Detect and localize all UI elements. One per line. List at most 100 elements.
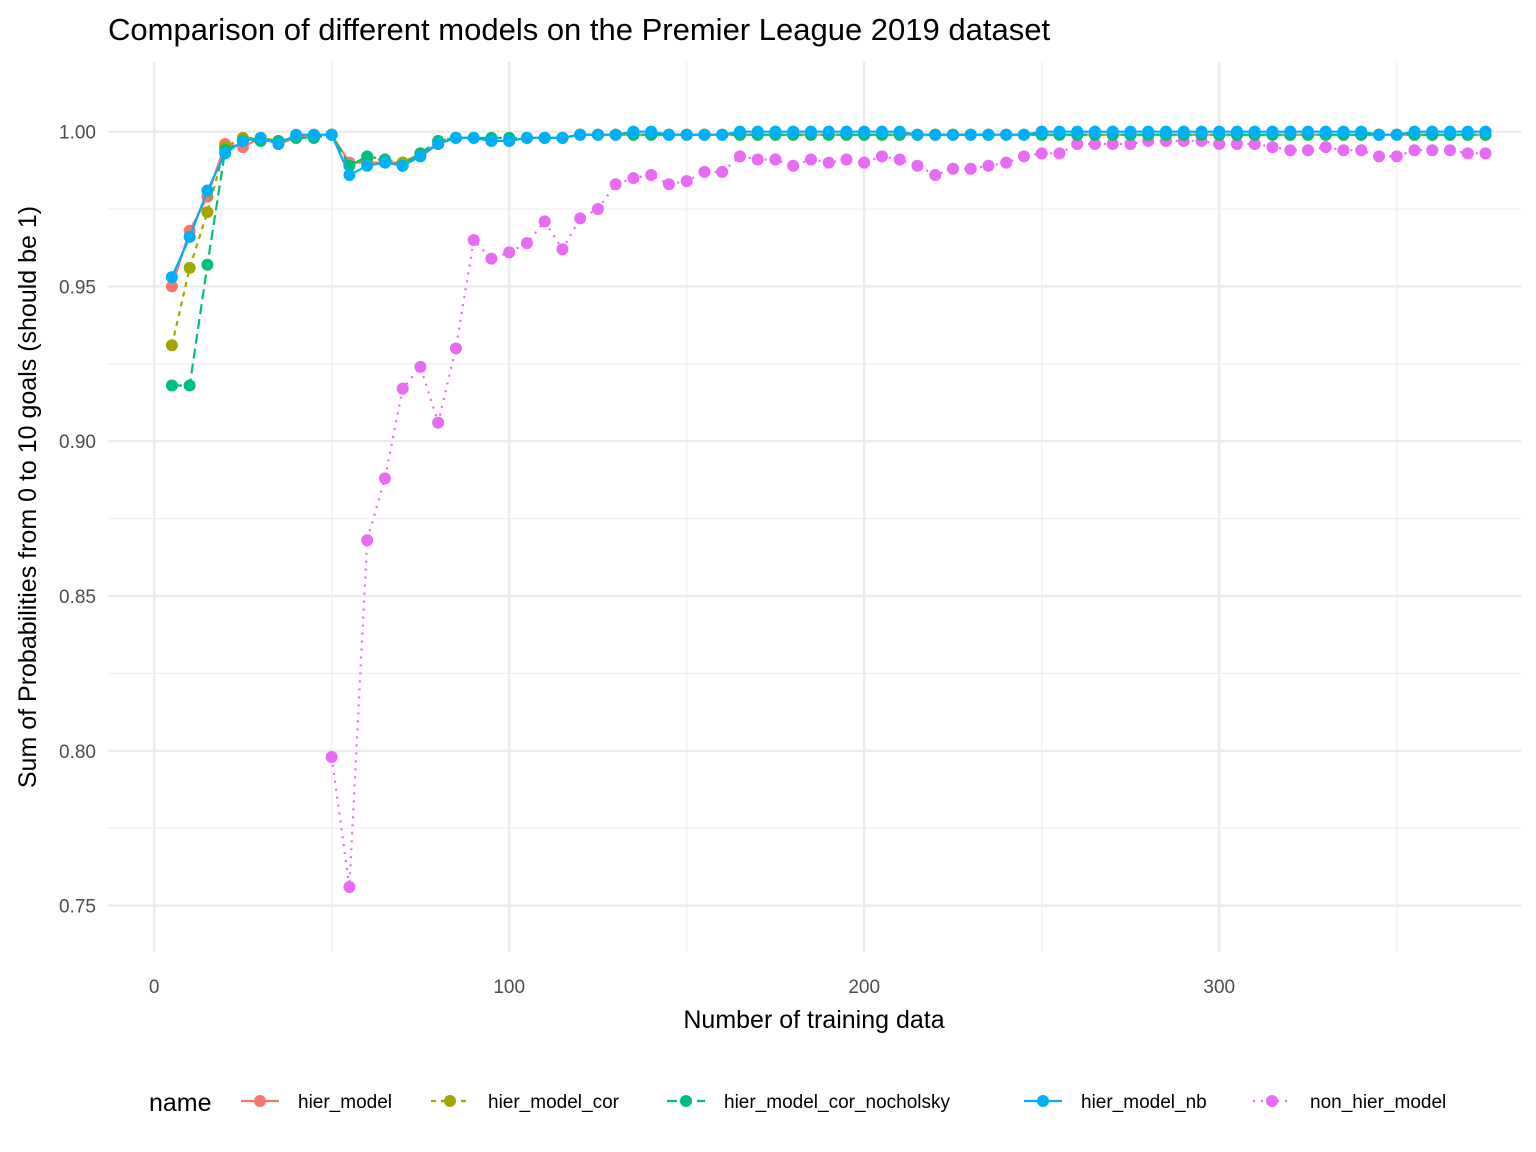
data-point bbox=[662, 128, 675, 141]
data-point bbox=[1248, 125, 1261, 138]
data-point bbox=[449, 342, 462, 355]
legend-key-point bbox=[1266, 1095, 1278, 1107]
data-point bbox=[1106, 138, 1119, 151]
data-point bbox=[1266, 125, 1279, 138]
legend-label: hier_model_cor_nocholsky bbox=[724, 1092, 951, 1113]
legend-item-hier_model: hier_model bbox=[241, 1092, 392, 1113]
data-point bbox=[1479, 147, 1492, 160]
data-point bbox=[1142, 125, 1155, 138]
data-point bbox=[538, 215, 551, 228]
tick-layer: 0 100 200 300 0.75 0.80 0.85 0.90 0.95 1.00 bbox=[59, 123, 1235, 998]
data-point bbox=[1053, 147, 1066, 160]
data-point bbox=[1088, 138, 1101, 151]
data-point bbox=[574, 212, 587, 225]
data-point bbox=[733, 125, 746, 138]
data-point bbox=[165, 280, 178, 293]
y-tick-label: 0.95 bbox=[59, 277, 96, 298]
data-point bbox=[1443, 125, 1456, 138]
data-point bbox=[911, 159, 924, 172]
data-point bbox=[201, 184, 214, 197]
data-point bbox=[1017, 128, 1030, 141]
data-point bbox=[627, 172, 640, 185]
data-point bbox=[467, 131, 480, 144]
legend-label: non_hier_model bbox=[1310, 1092, 1446, 1113]
data-point bbox=[1106, 125, 1119, 138]
data-point bbox=[449, 131, 462, 144]
data-point bbox=[503, 246, 516, 259]
data-point bbox=[1426, 144, 1439, 157]
legend: name hier_model hier_model_cor hier_model_… bbox=[149, 1089, 1446, 1117]
data-point bbox=[1355, 125, 1368, 138]
data-point bbox=[574, 128, 587, 141]
data-point bbox=[893, 153, 906, 166]
data-point bbox=[1319, 141, 1332, 154]
data-point bbox=[467, 234, 480, 246]
data-point bbox=[1319, 125, 1332, 138]
data-point bbox=[609, 128, 622, 141]
data-point bbox=[698, 165, 711, 178]
data-point bbox=[325, 750, 338, 763]
data-point bbox=[1266, 141, 1279, 154]
data-point bbox=[343, 168, 356, 181]
legend-key-point bbox=[680, 1095, 692, 1107]
series-non_hier_model bbox=[325, 134, 1492, 893]
y-tick-label: 1.00 bbox=[59, 123, 96, 144]
legend-key-point bbox=[254, 1095, 266, 1107]
legend-item-hier_model_cor_nocholsky: hier_model_cor_nocholsky bbox=[667, 1092, 951, 1113]
data-point bbox=[183, 261, 196, 274]
data-point bbox=[1071, 138, 1084, 151]
data-point bbox=[236, 134, 249, 147]
data-point bbox=[520, 237, 533, 250]
legend-label: hier_model_cor bbox=[488, 1092, 620, 1113]
data-point bbox=[1230, 125, 1243, 138]
data-point bbox=[1426, 125, 1439, 138]
data-point bbox=[875, 150, 888, 163]
data-point bbox=[929, 128, 942, 141]
data-point bbox=[804, 153, 817, 166]
y-tick-label: 0.85 bbox=[59, 587, 96, 608]
data-point bbox=[680, 175, 693, 188]
data-point bbox=[804, 125, 817, 138]
data-point bbox=[1213, 125, 1226, 138]
data-point bbox=[1017, 150, 1030, 163]
data-point bbox=[1301, 144, 1314, 157]
data-point bbox=[751, 153, 764, 166]
data-point bbox=[1177, 125, 1190, 138]
data-point bbox=[946, 162, 959, 175]
data-point bbox=[361, 534, 374, 547]
series-hier_model_nb bbox=[165, 125, 1492, 284]
data-point bbox=[1390, 150, 1403, 163]
data-point bbox=[272, 138, 285, 151]
data-point bbox=[361, 150, 374, 163]
data-point bbox=[858, 156, 871, 169]
data-point bbox=[1088, 125, 1101, 138]
data-point bbox=[698, 128, 711, 141]
data-point bbox=[290, 128, 303, 141]
data-point bbox=[1443, 144, 1456, 157]
legend-key-point bbox=[1037, 1095, 1049, 1107]
data-point bbox=[165, 271, 178, 284]
data-point bbox=[1408, 144, 1421, 157]
data-point bbox=[1248, 138, 1261, 151]
grid-layer bbox=[108, 62, 1521, 952]
data-point bbox=[1284, 144, 1297, 157]
y-tick-label: 0.80 bbox=[59, 742, 96, 763]
data-point bbox=[1337, 144, 1350, 157]
data-point bbox=[1035, 147, 1048, 160]
series-line bbox=[171, 133, 1486, 387]
legend-title: name bbox=[149, 1089, 212, 1117]
data-point bbox=[840, 153, 853, 166]
data-point bbox=[627, 125, 640, 138]
legend-item-non_hier_model: non_hier_model bbox=[1253, 1092, 1446, 1113]
data-point bbox=[733, 150, 746, 163]
data-point bbox=[893, 125, 906, 138]
data-point bbox=[982, 159, 995, 172]
data-point bbox=[929, 168, 942, 181]
data-point bbox=[1372, 150, 1385, 163]
data-point bbox=[964, 162, 977, 175]
data-point bbox=[769, 153, 782, 166]
x-tick-label: 0 bbox=[149, 977, 160, 998]
data-point bbox=[254, 131, 267, 144]
